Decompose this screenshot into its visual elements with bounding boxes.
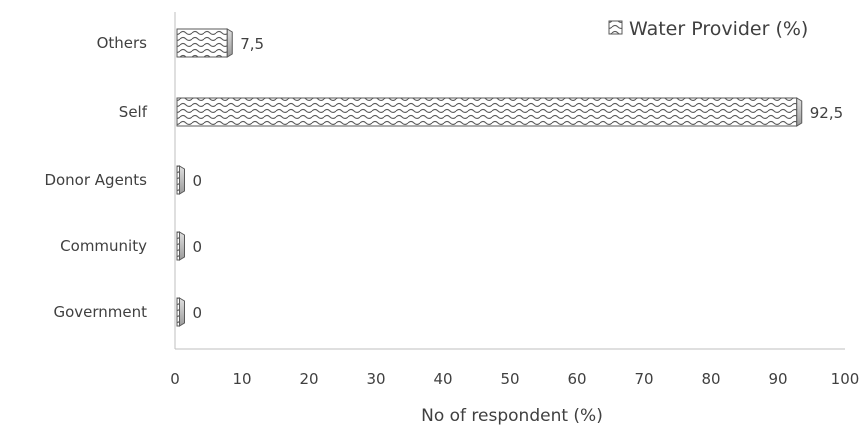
bars xyxy=(176,28,803,327)
bar-end-cap xyxy=(226,28,233,58)
category-label: Others xyxy=(97,34,148,52)
bar-end-cap xyxy=(179,297,185,327)
x-tick-label: 70 xyxy=(634,370,653,388)
bar xyxy=(176,231,185,261)
data-label: 7,5 xyxy=(240,35,264,53)
data-label: 0 xyxy=(193,238,203,256)
category-label: Community xyxy=(60,237,147,255)
legend-label: Water Provider (%) xyxy=(629,18,808,40)
bar-end-cap xyxy=(796,97,803,127)
data-label: 0 xyxy=(193,304,203,322)
data-label: 0 xyxy=(193,172,203,190)
bar-end-cap xyxy=(179,231,185,261)
x-tick-label: 60 xyxy=(567,370,586,388)
x-tick-label: 50 xyxy=(500,370,519,388)
category-labels: Others Self Donor Agents Community Governmen… xyxy=(44,34,147,321)
bar xyxy=(176,97,803,127)
x-tick-label: 90 xyxy=(768,370,787,388)
x-tick-label: 0 xyxy=(170,370,180,388)
x-tick-label: 20 xyxy=(299,370,318,388)
x-tick-labels: 0 10 20 30 40 50 60 70 80 90 100 xyxy=(170,370,859,388)
legend-swatch xyxy=(608,20,623,35)
bar xyxy=(176,28,233,58)
data-label: 92,5 xyxy=(810,104,843,122)
bar-face xyxy=(176,28,228,58)
category-label: Government xyxy=(53,303,147,321)
x-tick-label: 30 xyxy=(366,370,385,388)
x-tick-label: 40 xyxy=(433,370,452,388)
bar-face xyxy=(176,97,798,127)
legend: Water Provider (%) xyxy=(608,18,808,40)
category-label: Donor Agents xyxy=(44,171,147,189)
category-label: Self xyxy=(119,103,148,121)
x-axis-title: No of respondent (%) xyxy=(421,406,603,426)
x-tick-label: 10 xyxy=(232,370,251,388)
bar-end-cap xyxy=(179,165,185,195)
bar xyxy=(176,297,185,327)
bar xyxy=(176,165,185,195)
x-tick-label: 100 xyxy=(831,370,860,388)
data-labels: 7,5 92,5 0 0 0 xyxy=(193,35,844,322)
x-tick-label: 80 xyxy=(701,370,720,388)
